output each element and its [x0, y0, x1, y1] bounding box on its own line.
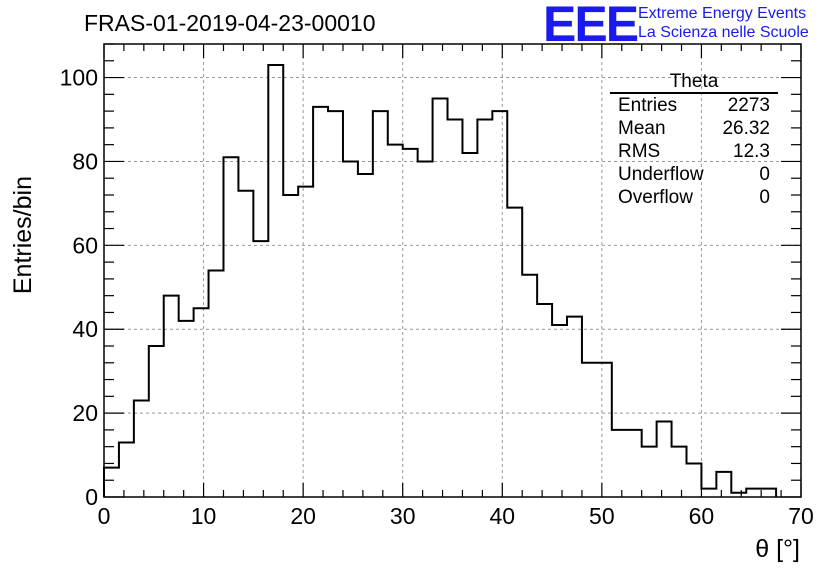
- histogram-bin: [358, 174, 373, 497]
- histogram-bin: [627, 430, 642, 497]
- histogram-bin: [283, 195, 298, 497]
- stats-box: Theta Entries 2273 Mean 26.32 RMS 12.3 Underfl…: [610, 72, 778, 209]
- stats-value: 26.32: [722, 118, 770, 139]
- histogram-bin: [388, 145, 403, 497]
- histogram-bin: [403, 149, 418, 497]
- histogram-bin: [149, 346, 164, 497]
- x-tick-label: 10: [191, 503, 217, 529]
- histogram-bars: [103, 63, 778, 498]
- histogram-bin: [477, 120, 492, 498]
- histogram-bin: [672, 447, 687, 497]
- histogram-bin: [209, 271, 224, 498]
- histogram-bin: [298, 187, 313, 497]
- y-tick-label: 100: [60, 65, 98, 91]
- histogram-bin: [761, 489, 776, 497]
- histogram-bin: [194, 308, 209, 497]
- stats-value: 0: [759, 187, 770, 208]
- histogram-bin: [179, 321, 194, 497]
- stats-label: Underflow: [618, 164, 704, 185]
- logo-line-1: Extreme Energy Events: [638, 5, 807, 22]
- x-tick-label: 20: [290, 503, 316, 529]
- logo-line-2: La Scienza nelle Scuole: [638, 24, 809, 41]
- y-tick-label: 40: [72, 316, 98, 342]
- histogram-bin: [313, 107, 328, 497]
- histogram-bin: [253, 241, 268, 497]
- y-tick-label: 60: [72, 232, 98, 258]
- histogram-bin: [522, 275, 537, 497]
- stats-label: Overflow: [618, 187, 693, 208]
- histogram-bin: [134, 401, 149, 497]
- histogram-bin: [657, 422, 672, 498]
- histogram-bin: [582, 363, 597, 497]
- stats-row: RMS 12.3: [610, 140, 778, 163]
- histogram-bin: [373, 111, 388, 497]
- histogram-bin: [119, 442, 134, 497]
- x-tick-label: 40: [489, 503, 515, 529]
- histogram-bin: [492, 111, 507, 497]
- stats-label: Entries: [618, 95, 678, 116]
- histogram-bin: [701, 489, 716, 497]
- histogram-bin: [716, 472, 731, 497]
- histogram-bin: [268, 65, 283, 497]
- x-tick-label: 0: [98, 503, 111, 529]
- axes: 0 10 20 30 40 50 60 70 0 20 40 60 80 100: [60, 43, 814, 529]
- histogram-bin: [507, 208, 522, 497]
- histogram-bin: [448, 120, 463, 498]
- y-tick-label: 20: [72, 400, 98, 426]
- run-title: FRAS-01-2019-04-23-00010: [84, 10, 376, 36]
- x-tick-label: 30: [390, 503, 416, 529]
- histogram-bin: [433, 99, 448, 497]
- histogram-bin: [462, 153, 477, 497]
- x-tick-label: 70: [788, 503, 814, 529]
- histogram-bin: [597, 363, 612, 497]
- histogram-bin: [223, 157, 238, 497]
- histogram-bin: [567, 317, 582, 497]
- histogram-bin: [746, 489, 761, 497]
- stats-row: Underflow 0: [610, 163, 778, 186]
- y-axis-label: Entries/bin: [9, 176, 37, 294]
- grid-lines: [104, 44, 801, 497]
- histogram-bin: [238, 191, 253, 497]
- stats-label: RMS: [618, 141, 661, 162]
- y-tick-label: 80: [72, 148, 98, 174]
- stats-title: Theta: [610, 72, 778, 94]
- histogram-bin: [686, 463, 701, 497]
- stats-value: 12.3: [733, 141, 770, 162]
- histogram-outline: [103, 63, 778, 497]
- stats-row: Mean 26.32: [610, 117, 778, 140]
- stats-label: Mean: [618, 118, 666, 139]
- histogram-bin: [612, 430, 627, 497]
- plot-frame: [103, 43, 802, 498]
- histogram-bin: [552, 325, 567, 497]
- stats-value: 0: [759, 164, 770, 185]
- logo-text: Extreme Energy Events La Scienza nelle S…: [638, 4, 809, 42]
- x-tick-label: 60: [689, 503, 715, 529]
- stats-value: 2273: [727, 95, 770, 116]
- x-tick-label: 50: [589, 503, 615, 529]
- histogram-bin: [328, 111, 343, 497]
- histogram-bin: [642, 447, 657, 497]
- stats-row: Overflow 0: [610, 186, 778, 209]
- histogram-bin: [104, 468, 119, 497]
- y-tick-label: 0: [85, 484, 98, 510]
- x-axis-label: θ [°]: [755, 535, 800, 563]
- histogram-bin: [164, 296, 179, 497]
- histogram-bin: [537, 304, 552, 497]
- stats-row: Entries 2273: [610, 94, 778, 117]
